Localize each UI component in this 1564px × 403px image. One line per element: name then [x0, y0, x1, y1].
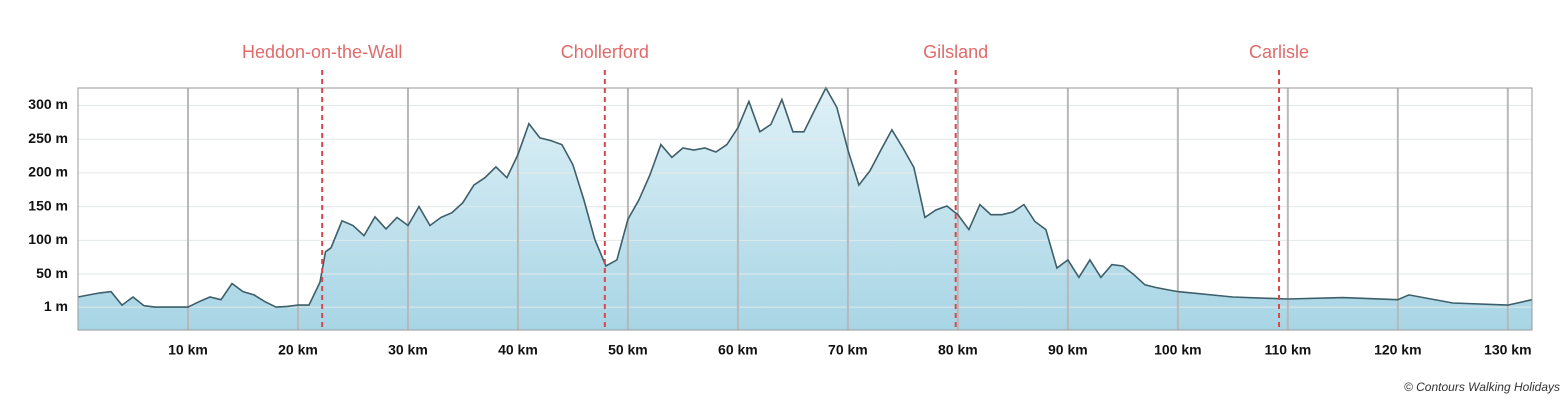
location-label: Heddon-on-the-Wall [242, 42, 402, 62]
x-tick-label: 130 km [1484, 342, 1531, 358]
y-tick-label: 150 m [28, 197, 68, 213]
y-tick-label: 50 m [36, 265, 68, 281]
y-tick-label: 200 m [28, 164, 68, 180]
x-tick-label: 30 km [388, 342, 428, 358]
location-label: Carlisle [1249, 42, 1309, 62]
x-tick-label: 40 km [498, 342, 538, 358]
x-tick-label: 60 km [718, 342, 758, 358]
location-label: Chollerford [561, 42, 649, 62]
x-tick-label: 90 km [1048, 342, 1088, 358]
y-tick-label: 1 m [44, 298, 68, 314]
y-tick-label: 250 m [28, 130, 68, 146]
x-tick-label: 120 km [1374, 342, 1421, 358]
y-tick-label: 100 m [28, 231, 68, 247]
x-tick-label: 70 km [828, 342, 868, 358]
elevation-area [78, 88, 1532, 330]
x-tick-label: 10 km [168, 342, 208, 358]
location-label: Gilsland [923, 42, 988, 62]
x-tick-label: 20 km [278, 342, 318, 358]
y-tick-label: 300 m [28, 96, 68, 112]
x-tick-label: 100 km [1154, 342, 1201, 358]
x-tick-label: 50 km [608, 342, 648, 358]
x-tick-label: 80 km [938, 342, 978, 358]
plot-frame [77, 87, 1533, 331]
x-tick-label: 110 km [1264, 342, 1311, 358]
elevation-line [77, 86, 1533, 308]
credit: © Contours Walking Holidays [1404, 380, 1560, 394]
